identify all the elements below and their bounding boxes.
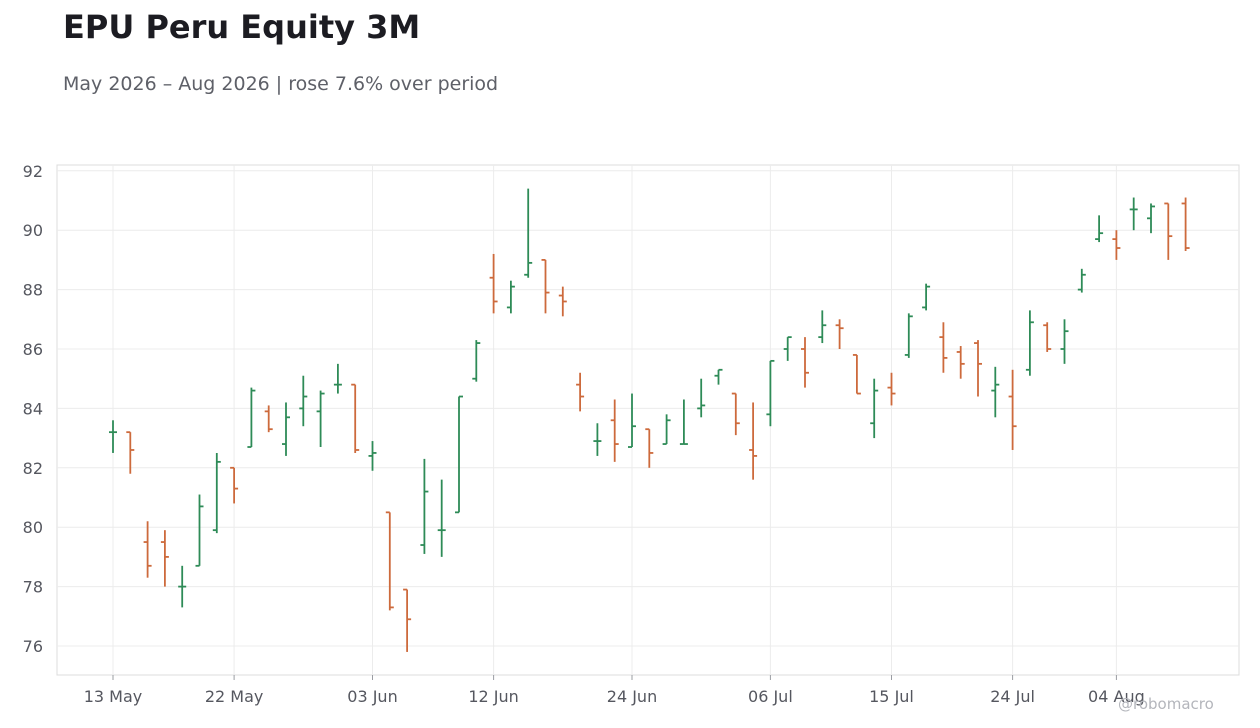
- ohlc-bar: [904, 313, 913, 358]
- y-tick-label: 76: [23, 637, 43, 656]
- ohlc-bar: [922, 283, 931, 311]
- ohlc-bar: [126, 431, 135, 474]
- ohlc-bar: [1147, 203, 1155, 234]
- ohlc-bar: [506, 280, 515, 314]
- ohlc-bar: [316, 390, 325, 448]
- x-tick-label: 24 Jul: [990, 687, 1035, 706]
- x-tick-label: 03 Jun: [347, 687, 397, 706]
- ohlc-bar: [645, 428, 654, 468]
- ohlc-bar: [455, 395, 463, 514]
- ohlc-bars: [109, 188, 1190, 652]
- ohlc-bar: [731, 392, 740, 436]
- ohlc-bar: [247, 387, 256, 448]
- ohlc-bar: [143, 521, 152, 578]
- x-tick-label: 12 Jun: [468, 687, 518, 706]
- ohlc-bar: [662, 414, 671, 445]
- y-tick-label: 82: [23, 459, 43, 478]
- ohlc-bar: [1025, 310, 1034, 376]
- ohlc-bar: [541, 258, 550, 314]
- ohlc-bar: [593, 423, 602, 456]
- ohlc-bar: [282, 402, 290, 456]
- x-tick-label: 04 Aug: [1088, 687, 1145, 706]
- ohlc-bar: [385, 511, 394, 611]
- watermark: @robomacro: [1118, 695, 1214, 713]
- ohlc-bar: [887, 372, 896, 406]
- ohlc-bar: [1077, 268, 1086, 293]
- ohlc-bar: [109, 420, 117, 453]
- ohlc-bar: [697, 378, 706, 418]
- ohlc-bar: [991, 366, 1000, 418]
- y-tick-label: 90: [23, 221, 43, 240]
- ohlc-bar: [801, 337, 809, 388]
- ohlc-bar: [783, 336, 792, 361]
- ohlc-bar: [489, 253, 498, 314]
- ohlc-bar: [766, 359, 775, 427]
- x-tick-label: 24 Jun: [607, 687, 657, 706]
- y-tick-label: 86: [23, 340, 43, 359]
- ohlc-bar: [212, 452, 221, 534]
- ohlc-bar: [1043, 322, 1052, 352]
- y-tick-label: 78: [23, 578, 43, 597]
- ohlc-bar: [178, 565, 187, 608]
- x-tick-label: 13 May: [84, 687, 143, 706]
- ohlc-bar: [437, 479, 446, 557]
- ohlc-bar: [956, 346, 965, 379]
- x-tick-label: 15 Jul: [869, 687, 914, 706]
- y-tick-label: 80: [23, 518, 43, 537]
- ohlc-bar: [852, 354, 861, 395]
- ohlc-bar: [195, 494, 204, 567]
- chart-subtitle: May 2026 – Aug 2026 | rose 7.6% over per…: [63, 73, 499, 95]
- ohlc-bar: [818, 310, 827, 344]
- ohlc-bar: [576, 372, 585, 412]
- ohlc-bar: [870, 378, 879, 439]
- y-tick-label: 92: [23, 162, 43, 181]
- ohlc-bar: [524, 188, 533, 278]
- ohlc-bar: [160, 530, 169, 587]
- ohlc-bar: [1112, 230, 1121, 260]
- chart-title: EPU Peru Equity 3M: [63, 8, 421, 46]
- y-axis: 76 78 80 82 84 86 88 90 92: [23, 162, 43, 656]
- grid-lines: [57, 165, 1239, 675]
- ohlc-bar: [472, 340, 481, 382]
- ohlc-bar: [939, 322, 948, 373]
- ohlc-bar: [714, 368, 723, 385]
- plot-frame: [56, 164, 1240, 676]
- ohlc-bar: [403, 588, 412, 652]
- ohlc-bar: [230, 466, 239, 504]
- ohlc-bar: [264, 405, 273, 433]
- ohlc-bar: [974, 340, 982, 397]
- ohlc-bar: [299, 375, 308, 427]
- ohlc-bar: [1008, 369, 1017, 450]
- ohlc-bar: [835, 319, 844, 349]
- ohlc-bar: [1060, 319, 1069, 364]
- ohlc-bar: [1181, 197, 1190, 251]
- ohlc-bar: [333, 363, 342, 394]
- ohlc-bar: [1095, 215, 1104, 243]
- ohlc-bar: [420, 458, 429, 554]
- ohlc-bar: [1129, 197, 1138, 231]
- ohlc-bar: [679, 399, 688, 445]
- y-tick-label: 88: [23, 281, 43, 300]
- ohlc-bar: [628, 393, 636, 448]
- x-axis: 13 May 22 May 03 Jun 12 Jun 24 Jun 06 Jul 15 J…: [84, 675, 1145, 706]
- ohlc-bar: [368, 441, 377, 471]
- y-tick-label: 84: [23, 399, 43, 418]
- x-tick-label: 22 May: [205, 687, 264, 706]
- ohlc-bar: [558, 286, 567, 317]
- ohlc-bar: [1164, 202, 1173, 260]
- ohlc-bar: [749, 402, 758, 480]
- ohlc-bar: [610, 399, 619, 462]
- ohlc-bar: [351, 383, 360, 453]
- x-tick-label: 06 Jul: [748, 687, 793, 706]
